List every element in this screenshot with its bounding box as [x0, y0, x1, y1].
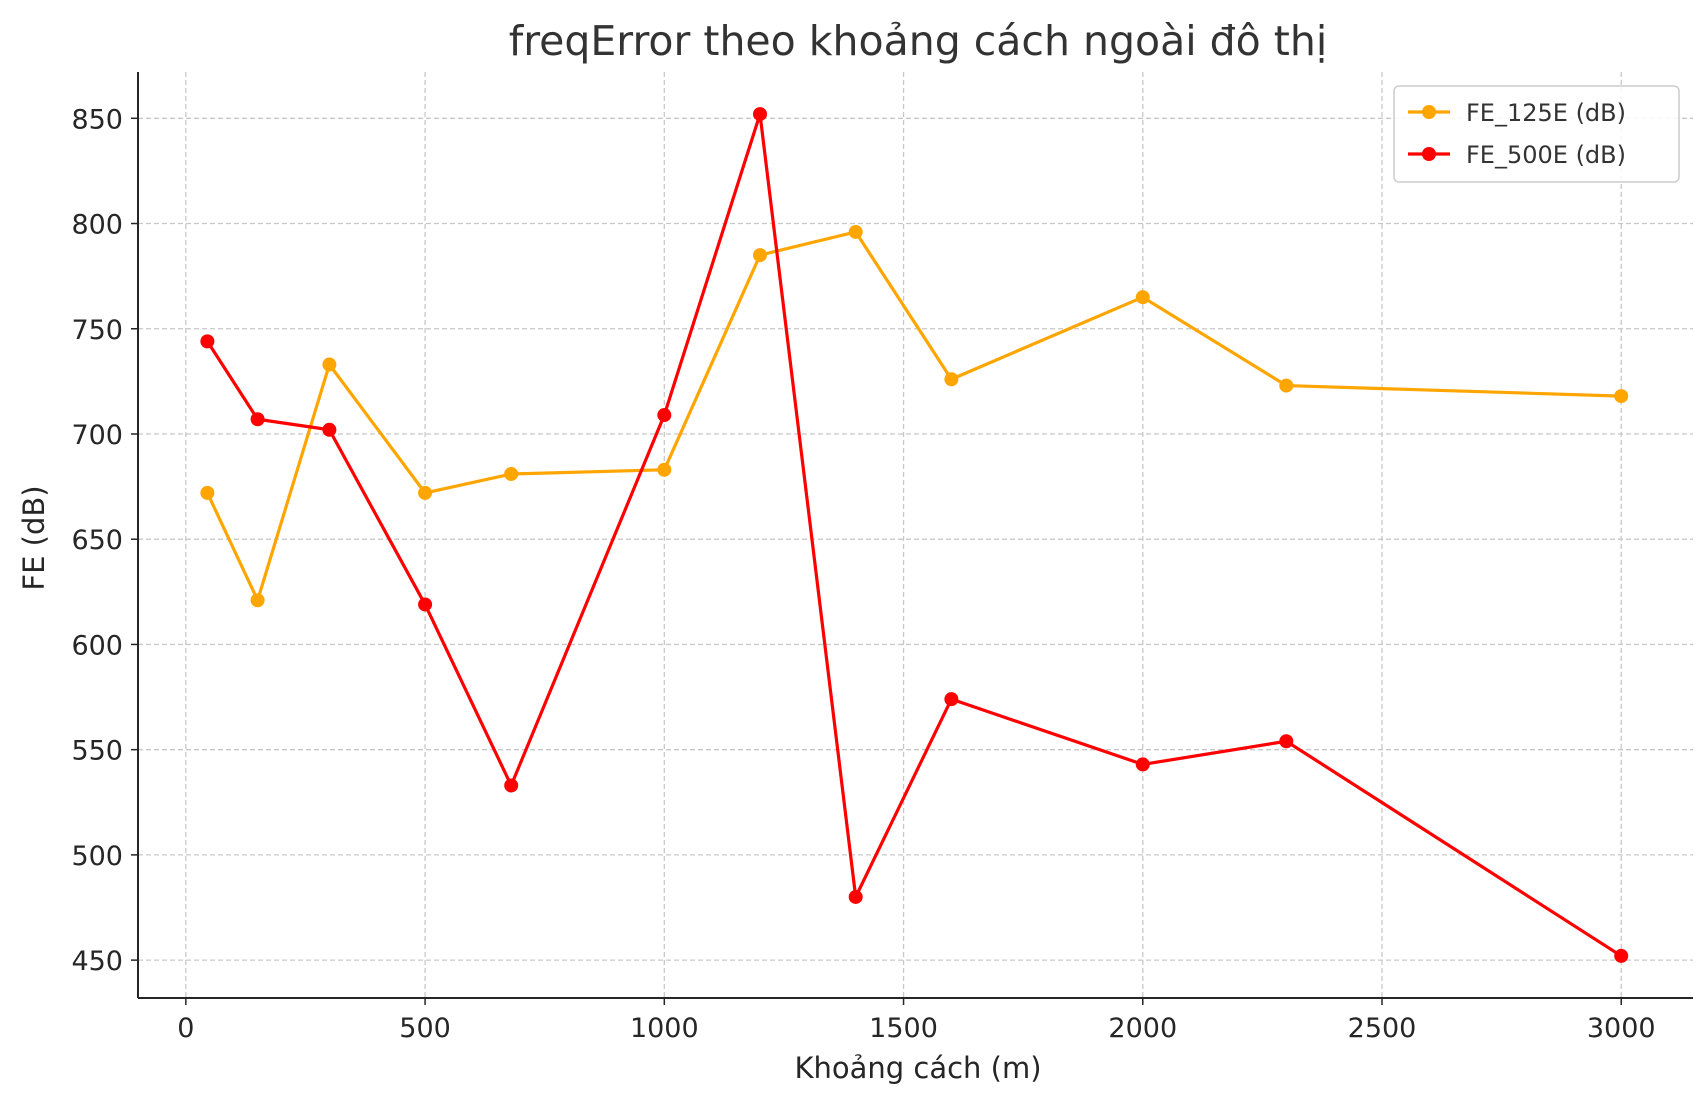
data-point: [848, 889, 863, 904]
data-point: [504, 466, 519, 481]
legend-item: FE_125E (dB): [1408, 99, 1626, 127]
y-tick-label: 650: [71, 525, 123, 556]
data-point: [200, 334, 215, 349]
y-tick-label: 550: [71, 736, 123, 767]
data-point: [753, 248, 767, 263]
x-tick-label: 3000: [1587, 1013, 1656, 1044]
axes: [131, 72, 1693, 1005]
tick-labels: 0 500 1000 1500 2000 2500 3000 450 500 550 600 650 7…: [71, 104, 1655, 1044]
data-point: [1614, 948, 1629, 963]
series-layer: [200, 107, 1629, 963]
data-point: [504, 778, 519, 793]
data-point: [250, 593, 265, 608]
legend-item: FE_500E (dB): [1408, 141, 1626, 169]
legend-box: [1393, 85, 1680, 183]
data-point: [753, 107, 767, 122]
x-tick-label: 2000: [1108, 1013, 1177, 1044]
data-point: [1279, 378, 1294, 393]
data-point: [944, 692, 959, 707]
x-tick-label: 1000: [630, 1013, 699, 1044]
y-tick-label: 800: [71, 210, 123, 241]
y-tick-label: 700: [71, 420, 123, 451]
y-tick-label: 600: [71, 630, 123, 661]
legend-swatch-marker: [1422, 147, 1436, 161]
data-point: [200, 485, 215, 500]
grid: [138, 72, 1693, 998]
y-tick-label: 450: [71, 946, 123, 977]
y-tick-label: 850: [71, 104, 123, 135]
data-point: [848, 224, 863, 239]
data-point: [1135, 757, 1150, 772]
data-point: [1279, 734, 1294, 749]
series-fe-500e: [200, 107, 1629, 963]
data-point: [657, 408, 672, 423]
data-point: [418, 597, 433, 612]
x-tick-label: 1500: [869, 1013, 938, 1044]
x-tick-label: 2500: [1348, 1013, 1417, 1044]
data-point: [322, 422, 337, 437]
x-tick-label: 500: [399, 1013, 451, 1044]
chart-title: freqError theo khoảng cách ngoài đô thị: [509, 17, 1327, 65]
y-tick-label: 750: [71, 315, 123, 346]
legend-label: FE_125E (dB): [1466, 99, 1626, 127]
x-axis-label: Khoảng cách (m): [794, 1051, 1041, 1085]
data-point: [944, 372, 959, 387]
data-point: [1614, 389, 1629, 404]
y-axis-label: FE (dB): [17, 485, 51, 590]
data-point: [418, 485, 433, 500]
y-tick-label: 500: [71, 841, 123, 872]
legend: FE_125E (dB) FE_500E (dB): [1393, 85, 1680, 183]
x-tick-label: 0: [177, 1013, 194, 1044]
legend-label: FE_500E (dB): [1466, 141, 1626, 169]
legend-swatch-marker: [1422, 105, 1436, 119]
data-point: [657, 462, 672, 477]
data-point: [250, 412, 265, 427]
series-line: [205, 230, 1622, 602]
series-line: [206, 112, 1623, 958]
data-point: [1135, 290, 1150, 305]
data-point: [322, 357, 337, 372]
series-fe-125e: [200, 224, 1629, 608]
